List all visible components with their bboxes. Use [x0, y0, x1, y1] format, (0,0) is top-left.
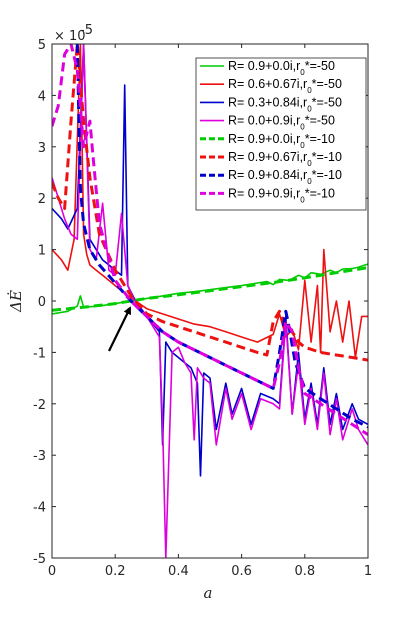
y-tick-label: 3	[38, 141, 46, 156]
legend-label-sub: 0	[300, 140, 305, 149]
y-tick-label: 4	[38, 89, 46, 104]
legend-label-1: R= 0.9+0.0i,r0*=-50	[228, 59, 335, 77]
y-multiplier-exponent: -5	[80, 23, 93, 38]
y-tick-label: 0	[38, 295, 46, 310]
legend-label-sub: 0	[307, 104, 312, 113]
legend-label-main: R= 0.9+0.67i,r	[228, 150, 307, 164]
legend: R= 0.9+0.0i,r0*=-50R= 0.6+0.67i,r0*=-50R…	[195, 57, 367, 211]
legend-label-main: R= 0.9+0.84i,r	[228, 168, 307, 182]
y-tick-label: -4	[33, 501, 46, 516]
legend-label-main: R= 0.3+0.84i,r	[228, 95, 307, 109]
x-tick-label: 0.6	[231, 564, 252, 579]
legend-label-3: R= 0.3+0.84i,r0*=-50	[228, 95, 342, 113]
y-axis-label: ΔĖ	[7, 290, 25, 313]
y-tick-label: 5	[38, 38, 46, 53]
legend-box	[195, 57, 367, 211]
legend-label-2: R= 0.6+0.67i,r0*=-50	[228, 77, 342, 95]
x-tick-label: 0.8	[294, 564, 315, 579]
legend-label-tail: *=-10	[312, 168, 342, 182]
x-tick-label: 0.2	[105, 564, 126, 579]
y-tick-label: -2	[33, 398, 46, 413]
series-line-4	[52, 44, 368, 558]
legend-label-main: R= 0.9+0.0i,r	[228, 132, 300, 146]
legend-label-tail: *=-10	[312, 150, 342, 164]
legend-label-main: R= 0.0+0.9i,r	[228, 114, 300, 128]
legend-label-tail: *=-10	[305, 186, 335, 200]
legend-label-main: R= 0.6+0.67i,r	[228, 77, 307, 91]
legend-label-6: R= 0.9+0.67i,r0*=-10	[228, 150, 342, 168]
y-multiplier-label: × 10	[54, 29, 86, 44]
y-tick-label: 2	[38, 192, 46, 207]
legend-label-sub: 0	[307, 159, 312, 168]
y-tick-label: -1	[33, 346, 46, 361]
x-axis-label: a	[204, 584, 213, 602]
legend-label-tail: *=-50	[312, 95, 342, 109]
series-line-2	[52, 44, 368, 359]
legend-label-tail: *=-50	[305, 59, 335, 73]
tick-layer: 0 0.2 0.4 0.6 0.8 1 -5 -4 -3 -2 -1 0 1 2 3 4 5	[33, 38, 372, 579]
annotation-arrow	[108, 306, 131, 352]
x-tick-label: 0	[48, 564, 56, 579]
series-line-5	[52, 266, 368, 312]
x-tick-label: 1	[364, 564, 372, 579]
legend-label-main: R= 0.9+0.9i,r	[228, 186, 300, 200]
x-tick-label: 0.4	[168, 564, 189, 579]
legend-label-sub: 0	[307, 177, 312, 186]
legend-label-sub: 0	[300, 122, 305, 131]
legend-label-sub: 0	[300, 195, 305, 204]
series-layer	[52, 44, 368, 558]
y-tick-label: -5	[33, 552, 46, 567]
legend-label-7: R= 0.9+0.84i,r0*=-10	[228, 168, 342, 186]
legend-label-sub: 0	[300, 68, 305, 77]
legend-label-sub: 0	[307, 86, 312, 95]
legend-label-4: R= 0.0+0.9i,r0*=-50	[228, 114, 335, 132]
series-line-6	[52, 44, 368, 362]
legend-label-5: R= 0.9+0.0i,r0*=-10	[228, 132, 335, 150]
series-line-8	[52, 44, 368, 436]
legend-label-main: R= 0.9+0.0i,r	[228, 59, 300, 73]
legend-label-tail: *=-50	[312, 77, 342, 91]
legend-label-8: R= 0.9+0.9i,r0*=-10	[228, 186, 335, 204]
legend-label-tail: *=-10	[305, 132, 335, 146]
legend-label-tail: *=-50	[305, 114, 335, 128]
y-tick-label: -3	[33, 449, 46, 464]
y-tick-label: 1	[38, 244, 46, 259]
